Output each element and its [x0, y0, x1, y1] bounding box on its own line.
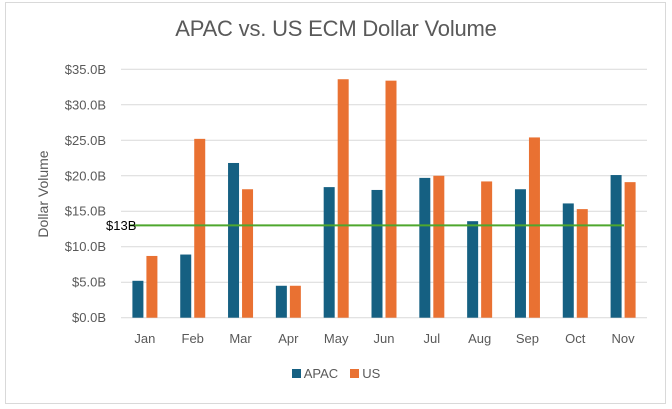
- y-tick-label: $15.0B: [65, 204, 106, 219]
- x-tick-label: Sep: [516, 331, 539, 346]
- x-tick-label: Apr: [278, 331, 299, 346]
- legend-item-us: US: [350, 366, 380, 381]
- legend-item-apac: APAC: [291, 366, 339, 381]
- x-tick-label: May: [324, 331, 349, 346]
- bar-apac-aug: [467, 221, 479, 318]
- bar-us-apr: [289, 285, 301, 318]
- bar-apac-sep: [514, 189, 526, 318]
- chart-title: APAC vs. US ECM Dollar Volume: [175, 16, 497, 41]
- bar-us-nov: [624, 182, 636, 318]
- bar-apac-jun: [371, 189, 383, 318]
- x-axis-ticks: Jan Feb Mar Apr May Jun Jul Aug Sep Oct Nov: [134, 331, 635, 346]
- bar-us-aug: [481, 181, 493, 318]
- bar-us-feb: [194, 138, 206, 318]
- legend: APAC US: [0, 366, 672, 381]
- y-tick-label: $10.0B: [65, 239, 106, 254]
- y-tick-label: $35.0B: [65, 62, 106, 77]
- bar-apac-jul: [419, 177, 431, 318]
- y-tick-label: $5.0B: [72, 275, 106, 290]
- y-tick-label: $30.0B: [65, 97, 106, 112]
- y-axis-label: Dollar Volume: [35, 150, 51, 237]
- legend-swatch-us: [350, 369, 360, 378]
- reference-line-group: $13B: [106, 218, 624, 233]
- bar-apac-oct: [562, 203, 574, 318]
- reference-line-label: $13B: [106, 218, 136, 233]
- bar-us-may: [337, 79, 349, 318]
- gridlines: [121, 68, 647, 319]
- x-tick-label: Jun: [374, 331, 395, 346]
- legend-label-apac: APAC: [303, 366, 339, 381]
- x-tick-label: Nov: [612, 331, 636, 346]
- y-axis-ticks: $0.0B $5.0B $10.0B $15.0B $20.0B $25.0B $30.0B…: [65, 62, 106, 325]
- bar-apac-apr: [275, 285, 287, 318]
- legend-label-us: US: [362, 366, 381, 381]
- bar-apac-nov: [610, 175, 622, 318]
- bars: [132, 79, 636, 318]
- bar-us-jul: [433, 175, 445, 318]
- bar-us-mar: [242, 189, 254, 318]
- bar-apac-may: [323, 187, 335, 318]
- y-tick-label: $20.0B: [65, 168, 106, 183]
- bar-apac-jan: [132, 280, 144, 318]
- y-tick-label: $0.0B: [72, 310, 106, 325]
- bar-us-jun: [385, 80, 397, 318]
- x-tick-label: Oct: [565, 331, 586, 346]
- x-tick-label: Aug: [468, 331, 491, 346]
- x-tick-label: Feb: [182, 331, 204, 346]
- x-tick-label: Jan: [134, 331, 155, 346]
- x-tick-label: Mar: [229, 331, 252, 346]
- legend-swatch-apac: [291, 369, 301, 378]
- x-tick-label: Jul: [424, 331, 441, 346]
- bar-us-sep: [528, 137, 540, 318]
- bar-apac-mar: [228, 162, 240, 318]
- y-tick-label: $25.0B: [65, 133, 106, 148]
- bar-apac-feb: [180, 254, 192, 318]
- bar-us-jan: [146, 255, 158, 318]
- bar-us-oct: [576, 209, 588, 318]
